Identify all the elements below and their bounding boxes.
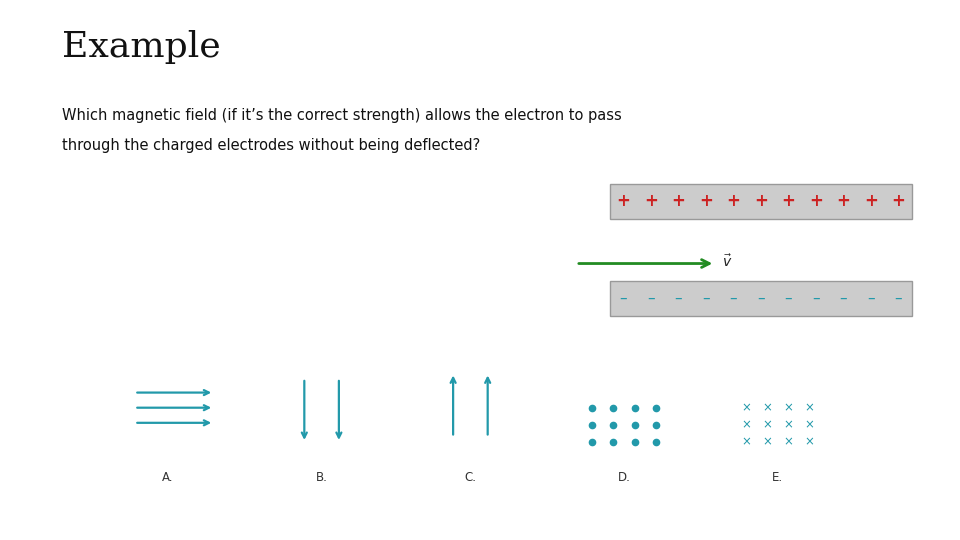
Text: +: + <box>891 192 905 210</box>
Text: +: + <box>864 192 877 210</box>
Text: Which magnetic field (if it’s the correct strength) allows the electron to pass: Which magnetic field (if it’s the correc… <box>62 108 622 123</box>
Text: ×: × <box>804 401 814 414</box>
Bar <box>610 281 912 316</box>
Text: ×: × <box>783 436 793 449</box>
Bar <box>610 184 912 219</box>
Text: –: – <box>757 291 764 306</box>
Text: ×: × <box>783 401 793 414</box>
Text: +: + <box>781 192 795 210</box>
Text: +: + <box>644 192 658 210</box>
Text: A.: A. <box>162 471 174 484</box>
Text: –: – <box>730 291 737 306</box>
Text: –: – <box>839 291 847 306</box>
Text: –: – <box>675 291 683 306</box>
Text: –: – <box>784 291 792 306</box>
Text: +: + <box>671 192 685 210</box>
Text: +: + <box>809 192 823 210</box>
Text: ×: × <box>762 418 772 431</box>
Text: ×: × <box>741 436 751 449</box>
Text: ×: × <box>804 436 814 449</box>
Text: through the charged electrodes without being deflected?: through the charged electrodes without b… <box>62 138 481 153</box>
Text: D.: D. <box>617 471 631 484</box>
Text: Example: Example <box>62 30 221 64</box>
Text: +: + <box>699 192 712 210</box>
Text: ×: × <box>762 401 772 414</box>
Text: E.: E. <box>772 471 783 484</box>
Text: ×: × <box>804 418 814 431</box>
Text: –: – <box>812 291 820 306</box>
Text: –: – <box>619 291 627 306</box>
Text: ×: × <box>762 436 772 449</box>
Text: –: – <box>867 291 875 306</box>
Text: B.: B. <box>316 471 327 484</box>
Text: +: + <box>616 192 631 210</box>
Text: ×: × <box>783 418 793 431</box>
Text: –: – <box>647 291 655 306</box>
Text: ×: × <box>741 401 751 414</box>
Text: +: + <box>836 192 851 210</box>
Text: –: – <box>702 291 709 306</box>
Text: –: – <box>895 291 902 306</box>
Text: +: + <box>754 192 768 210</box>
Text: C.: C. <box>465 471 476 484</box>
Text: +: + <box>727 192 740 210</box>
Text: $\vec{v}$: $\vec{v}$ <box>722 253 732 269</box>
Text: ×: × <box>741 418 751 431</box>
